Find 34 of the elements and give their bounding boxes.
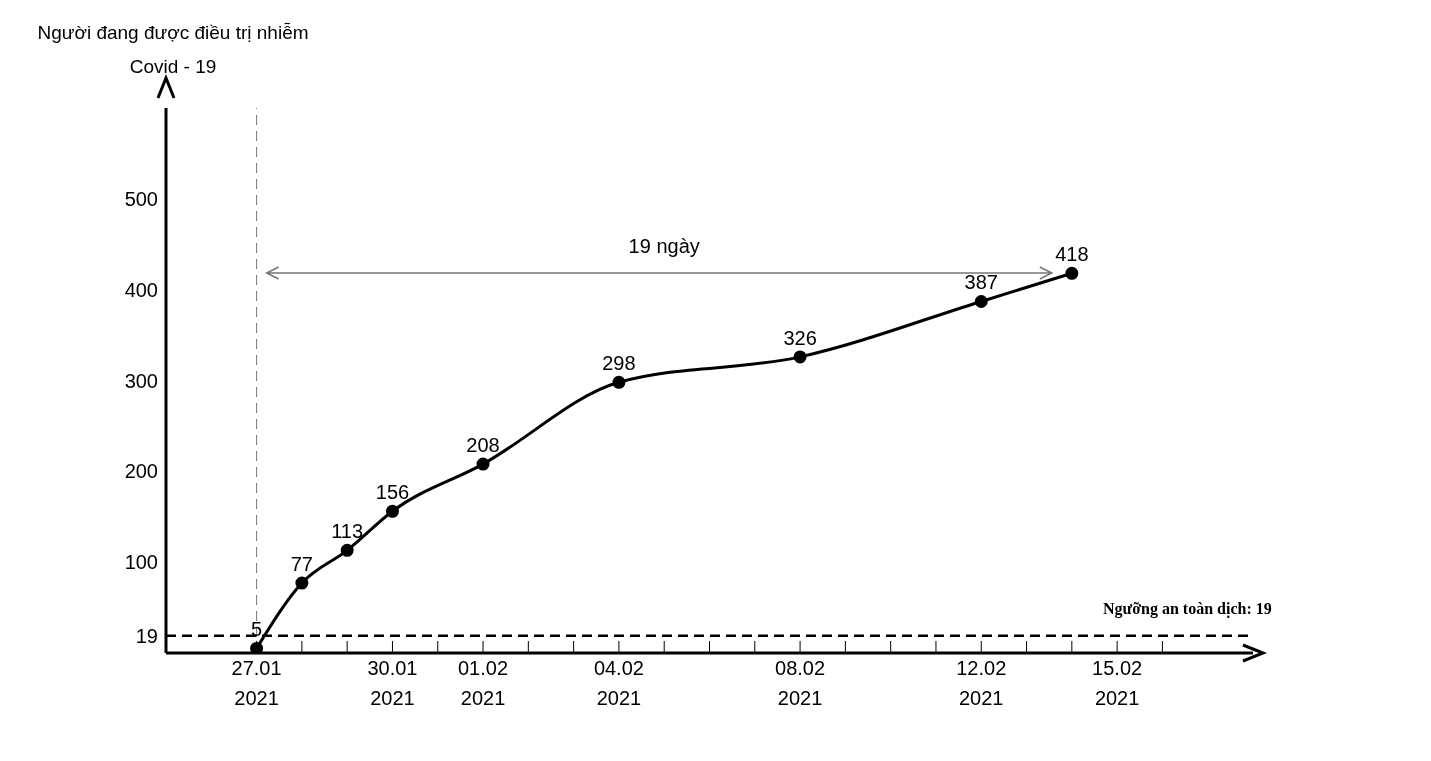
y-tick-label: 500 (124, 187, 158, 210)
x-tick-label: 08.02 2021 (775, 657, 826, 709)
y-axis-title: Người đang được điều trị nhiễm Covid - 19 (36, 21, 310, 79)
x-tick-label: 15.02 2021 (1092, 657, 1143, 709)
point (340, 543, 354, 557)
ref-line-label: Ngưỡng an toàn dịch: 19 (1103, 599, 1272, 618)
annotation: 19 ngày (628, 235, 700, 257)
point (1065, 266, 1079, 280)
point (476, 457, 490, 471)
data-label: 156 (375, 481, 410, 504)
y-tick-label: 300 (124, 369, 158, 392)
data-label: 418 (1055, 243, 1089, 266)
data-label: 326 (783, 326, 817, 349)
point (974, 294, 988, 308)
y-tick-label: 100 (124, 551, 158, 574)
y-tick-label: 19 (135, 624, 158, 647)
point (793, 350, 807, 364)
point (250, 641, 264, 653)
x-tick-label: 04.02 2021 (593, 657, 644, 709)
x-tick-label: 01.02 2021 (458, 657, 509, 709)
data-label: 113 (331, 520, 364, 543)
data-label: 387 (964, 271, 998, 294)
data-label: 77 (290, 553, 313, 576)
point (295, 576, 309, 590)
data-label: 298 (602, 352, 636, 375)
y-tick-label: 400 (124, 278, 158, 301)
x-tick-label: 30.01 2021 (367, 657, 418, 709)
x-tick-label: 27.01 2021 (231, 657, 282, 709)
point (385, 504, 399, 518)
data-label: 208 (466, 434, 500, 457)
point (612, 375, 626, 389)
x-tick-label: 12.02 2021 (956, 657, 1007, 709)
y-tick-label: 200 (124, 460, 158, 483)
data-label: 5 (251, 618, 263, 641)
